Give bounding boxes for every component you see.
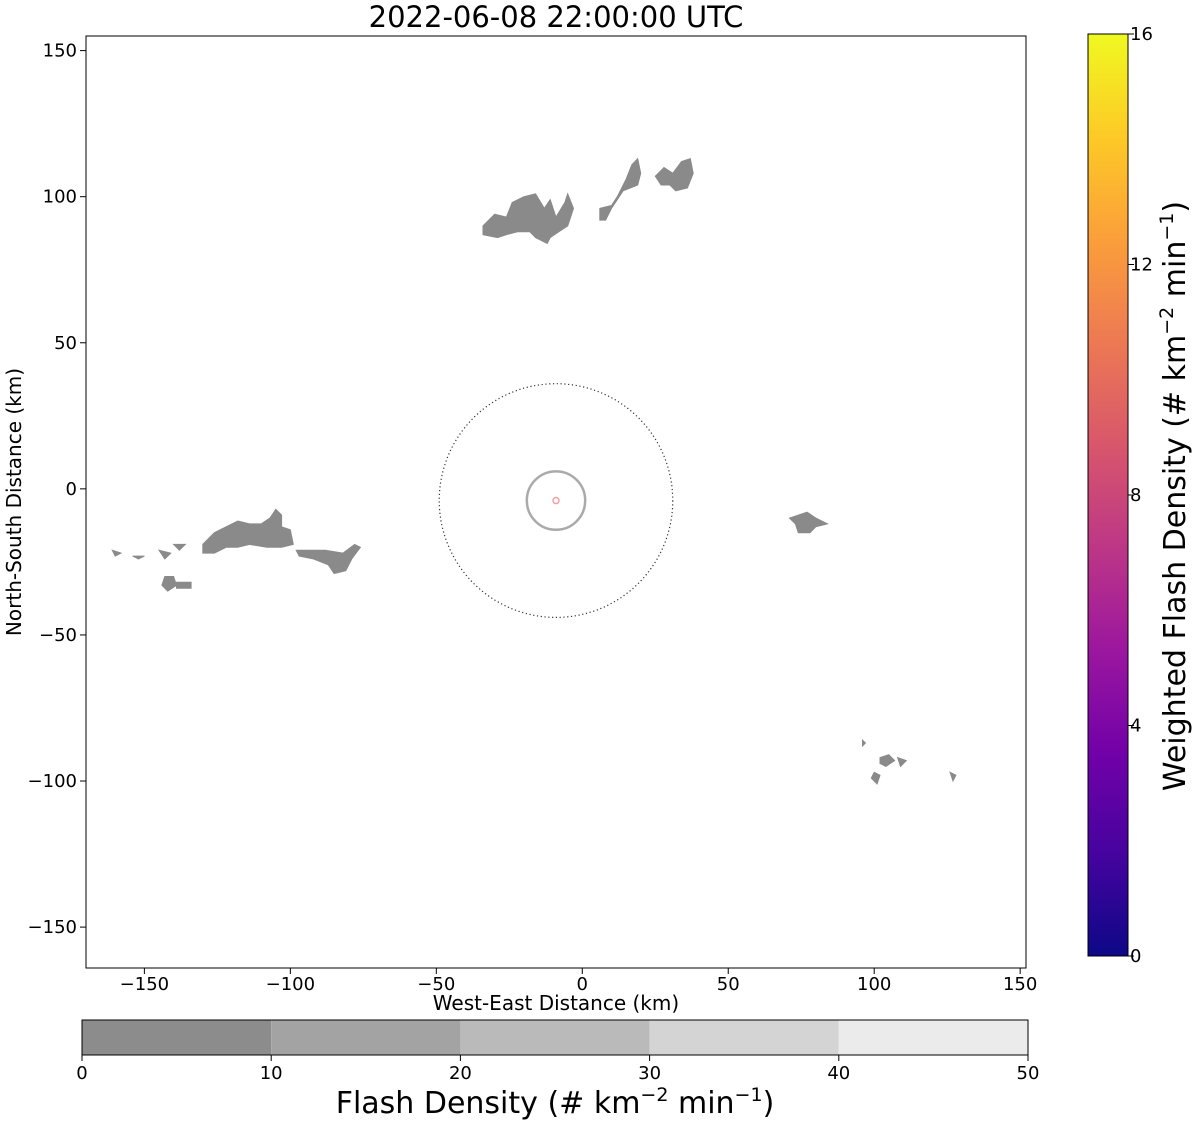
- flash-region-southeast-speck-1: [862, 738, 867, 748]
- flash-colorbar-tick-label: 40: [827, 1063, 850, 1084]
- flash-region-north-cluster-a: [482, 192, 575, 245]
- y-tick-label: 100: [43, 187, 77, 208]
- flash-region-southeast-speck-4: [896, 756, 908, 768]
- flash-region-east-cluster: [788, 511, 829, 534]
- y-axis-label: North-South Distance (km): [2, 368, 26, 636]
- y-tick-label: −100: [28, 771, 77, 792]
- weighted-colorbar-tick-label: 8: [1130, 485, 1141, 506]
- weighted-label-sup1: −2: [1156, 307, 1178, 335]
- flash-colorbar: 0 10 20 30 40 50 Flash Density (# km−2 min−1): [76, 1019, 1039, 1121]
- flash-region-north-cluster-c: [654, 158, 694, 192]
- flash-region-southeast-speck-2: [879, 754, 896, 767]
- weighted-colorbar-tick-label: 4: [1130, 716, 1141, 737]
- flash-region-west-speck-2: [176, 581, 192, 589]
- range-rings: [438, 383, 674, 619]
- flash-region-west-speck-6: [172, 543, 187, 551]
- flash-label-mid: min: [668, 1086, 734, 1121]
- weighted-colorbar-tick-label: 0: [1130, 946, 1141, 967]
- flash-region-west-speck-5: [157, 549, 172, 560]
- flash-colorbar-tick-label: 20: [449, 1063, 472, 1084]
- flash-colorbar-label: Flash Density (# km−2 min−1): [336, 1084, 775, 1121]
- flash-region-west-speck-3: [111, 549, 123, 557]
- flash-colorbar-tick-label: 30: [638, 1063, 661, 1084]
- x-tick-label: −150: [120, 974, 169, 995]
- flash-label-main: Flash Density (# km: [336, 1086, 641, 1121]
- x-tick-label: 50: [717, 974, 740, 995]
- weighted-colorbar-gradient: [1087, 33, 1129, 957]
- y-tick-label: 150: [43, 41, 77, 62]
- flash-region-west-speck-4: [132, 555, 145, 560]
- flash-label-sup1: −2: [640, 1084, 668, 1106]
- range-ring-10km: [525, 470, 587, 532]
- flash-region-north-cluster-b: [599, 157, 642, 221]
- flash-region-west-cluster-tail: [295, 543, 362, 575]
- flash-region-west-cluster-main: [202, 508, 294, 554]
- flash-label-end: ): [763, 1086, 775, 1121]
- flash-colorbar-ticks: 0 10 20 30 40 50: [76, 1055, 1039, 1084]
- x-axis-ticks: −150 −100 −50 0 50 100 150: [120, 968, 1037, 995]
- flash-region-southeast-speck-5: [949, 771, 957, 783]
- flash-regions: [111, 157, 957, 785]
- flash-colorbar-bin: [838, 1020, 1028, 1055]
- flash-colorbar-bin: [460, 1020, 650, 1055]
- plot-frame: [85, 35, 1027, 969]
- flash-region-southeast-speck-3: [870, 771, 881, 785]
- x-tick-label: −50: [417, 974, 455, 995]
- x-tick-label: 100: [857, 974, 891, 995]
- weighted-label-sup2: −1: [1156, 213, 1178, 241]
- flash-colorbar-bin: [82, 1020, 272, 1055]
- weighted-colorbar-label: Weighted Flash Density (# km−2 min−1): [1156, 201, 1193, 791]
- flash-colorbar-frame: [81, 1019, 1029, 1056]
- chart-title: 2022-06-08 22:00:00 UTC: [369, 0, 744, 34]
- x-tick-label: −100: [266, 974, 315, 995]
- range-ring-40km: [438, 383, 674, 619]
- flash-colorbar-bins: [82, 1020, 1028, 1055]
- flash-region-west-speck-1: [161, 576, 178, 592]
- flash-colorbar-tick-label: 50: [1017, 1063, 1040, 1084]
- radar-center-marker: [552, 496, 560, 505]
- weighted-colorbar-ticks: 0 4 8 12 16: [1128, 24, 1153, 967]
- weighted-colorbar-tick-label: 16: [1130, 24, 1153, 45]
- weighted-colorbar: 0 4 8 12 16 Weighted Flash Density (# km−2 m…: [1087, 24, 1193, 967]
- flash-colorbar-bin: [271, 1020, 461, 1055]
- weighted-colorbar-tick-label: 12: [1130, 255, 1153, 276]
- y-tick-label: 0: [66, 479, 77, 500]
- flash-colorbar-tick-label: 0: [76, 1063, 87, 1084]
- flash-colorbar-bin: [649, 1020, 839, 1055]
- weighted-label-end: ): [1158, 201, 1193, 213]
- y-tick-label: 50: [54, 333, 77, 354]
- x-tick-label: 150: [1003, 974, 1037, 995]
- flash-colorbar-tick-label: 10: [260, 1063, 283, 1084]
- x-tick-label: 0: [577, 974, 588, 995]
- y-axis-ticks: 150 100 50 0 −50 −100 −150: [28, 41, 86, 938]
- y-tick-label: −150: [28, 917, 77, 938]
- x-axis-label: West-East Distance (km): [433, 991, 679, 1015]
- flash-label-sup2: −1: [735, 1084, 763, 1106]
- plot-area: −150 −100 −50 0 50 100 150 150100500−50−100−15…: [28, 35, 1037, 995]
- weighted-label-main: Weighted Flash Density (# km: [1158, 335, 1193, 791]
- y-tick-label: −50: [39, 625, 77, 646]
- weighted-label-mid: min: [1158, 241, 1193, 307]
